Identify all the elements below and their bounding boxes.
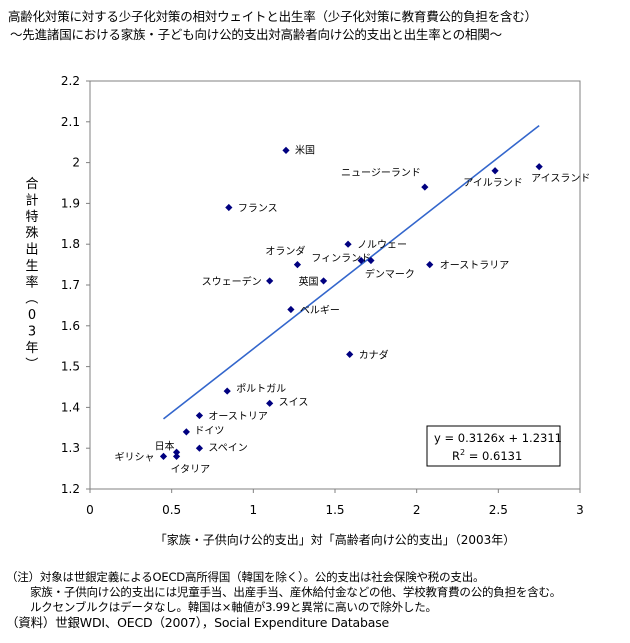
x-tick-label: 1 [250, 503, 258, 517]
y-axis-label-char: 3 [28, 325, 36, 340]
data-point [182, 428, 190, 436]
x-tick-label: 0.5 [162, 503, 181, 517]
y-tick-label: 1.5 [61, 360, 80, 374]
data-point [195, 444, 204, 452]
point-label: デンマーク [365, 268, 415, 281]
data-point [282, 146, 290, 154]
point-label: イタリア [171, 463, 211, 475]
y-tick-label: 1.2 [61, 482, 80, 496]
data-point [266, 399, 274, 407]
x-tick-label: 0 [86, 503, 94, 517]
data-point [159, 452, 168, 460]
chart-title: 高齢化対策に対する少子化対策の相対ウェイトと出生率（少子化対策に教育費公的負担を… [8, 9, 537, 24]
point-label: アイスランド [531, 173, 590, 185]
y-axis-label-char: 出 [25, 243, 38, 258]
y-axis-label-char: 計 [25, 192, 38, 208]
data-point [266, 277, 274, 285]
x-tick-label: 2.5 [489, 503, 508, 517]
data-point [195, 411, 204, 420]
point-label: フランス [238, 202, 278, 214]
point-label: ドイツ [194, 426, 224, 437]
data-point [426, 261, 434, 269]
y-tick-label: 1.4 [61, 400, 80, 414]
scatter-chart: 0 0.5 1 1.5 2 2.5 3 1.2 1.3 1.4 1.5 1.6 1.7 1.8 1.9 2 2… [23, 74, 590, 547]
point-label: スペイン [208, 443, 247, 454]
point-label: ギリシャ [115, 451, 155, 463]
data-point [223, 387, 231, 395]
data-point [172, 452, 181, 460]
x-tick-label: 3 [576, 503, 584, 517]
y-axis-label-char: 年 [25, 341, 38, 356]
data-point [293, 261, 302, 269]
data-point [535, 163, 543, 171]
point-label: ベルギー [300, 304, 340, 316]
point-label: オーストリア [208, 411, 268, 423]
x-tick-label: 2 [413, 503, 421, 517]
point-label: ノルウェー [357, 239, 407, 251]
x-tick-label: 1.5 [325, 503, 344, 517]
point-label: フィンランド [311, 253, 371, 265]
y-axis-label-char: 生 [25, 259, 38, 274]
y-tick-label: 1.8 [61, 237, 80, 251]
point-label: スイス [279, 397, 309, 408]
data-point [346, 350, 354, 358]
notes: （注）対象は世銀定義によるOECD高所得国（韓国を除く）。公的支出は社会保険や税… [6, 570, 561, 630]
point-label: スウェーデン [202, 275, 262, 288]
y-tick-label: 2.1 [61, 115, 80, 129]
point-label: ニュージーランド [341, 167, 421, 179]
point-label: カナダ [359, 348, 389, 361]
data-point [172, 448, 181, 456]
point-label: オーストラリア [440, 260, 510, 272]
y-tick-label: 1.6 [61, 319, 80, 333]
point-label: 日本 [155, 439, 175, 452]
data-point [357, 256, 365, 265]
y-tick-label: 1.7 [61, 278, 80, 292]
trend-line [163, 124, 540, 420]
data-point [491, 167, 499, 175]
regression-equation: y = 0.3126x + 1.2311 [434, 431, 562, 445]
data-point [344, 240, 352, 248]
y-tick-label: 2.2 [61, 74, 80, 88]
data-point [287, 305, 295, 314]
y-axis-label-char: ） [23, 357, 38, 370]
point-label: 英国 [299, 275, 319, 288]
y-tick-label: 2 [72, 156, 80, 170]
data-point [367, 256, 375, 265]
point-label: ポルトガル [236, 383, 286, 395]
note-line-2: 家族・子供向け公的支出には児童手当、出産手当、産休給付金などの他、学校教育費の公… [30, 585, 562, 599]
y-tick-label: 1.3 [61, 441, 80, 455]
y-axis-label-char: 率 [25, 274, 38, 290]
x-axis-label: 「家族・子供向け公的支出」対「高齢者向け公的支出」（2003年） [155, 532, 516, 547]
data-point [225, 203, 233, 212]
point-label: 米国 [295, 143, 315, 156]
chart-subtitle: ～先進諸国における家族・子ども向け公的支出対高齢者向け公的支出と出生率との相関～ [10, 27, 502, 42]
source-line: （資料）世銀WDI、OECD（2007），Social Expenditure … [6, 615, 390, 630]
y-axis-label-char: 合 [25, 177, 38, 192]
y-axis-label-char: 殊 [25, 226, 38, 241]
y-axis-label-char: 特 [25, 210, 38, 225]
data-point [421, 183, 429, 191]
r-squared: R2 = 0.6131 [452, 448, 522, 463]
note-line-1: （注）対象は世銀定義によるOECD高所得国（韓国を除く）。公的支出は社会保険や税… [6, 570, 485, 584]
y-axis-label-char: 0 [28, 308, 36, 323]
point-label: オランダ [265, 245, 305, 258]
note-line-3: ルクセンブルクはデータなし。韓国は×軸値が3.99と異常に高いので除外した。 [30, 600, 437, 614]
equation-box: y = 0.3126x + 1.2311 R2 = 0.6131 [426, 425, 562, 467]
y-axis-label-char: （ [23, 291, 38, 304]
y-tick-label: 1.9 [61, 196, 80, 210]
point-label: アイルランド [463, 177, 523, 189]
data-point [319, 277, 328, 285]
